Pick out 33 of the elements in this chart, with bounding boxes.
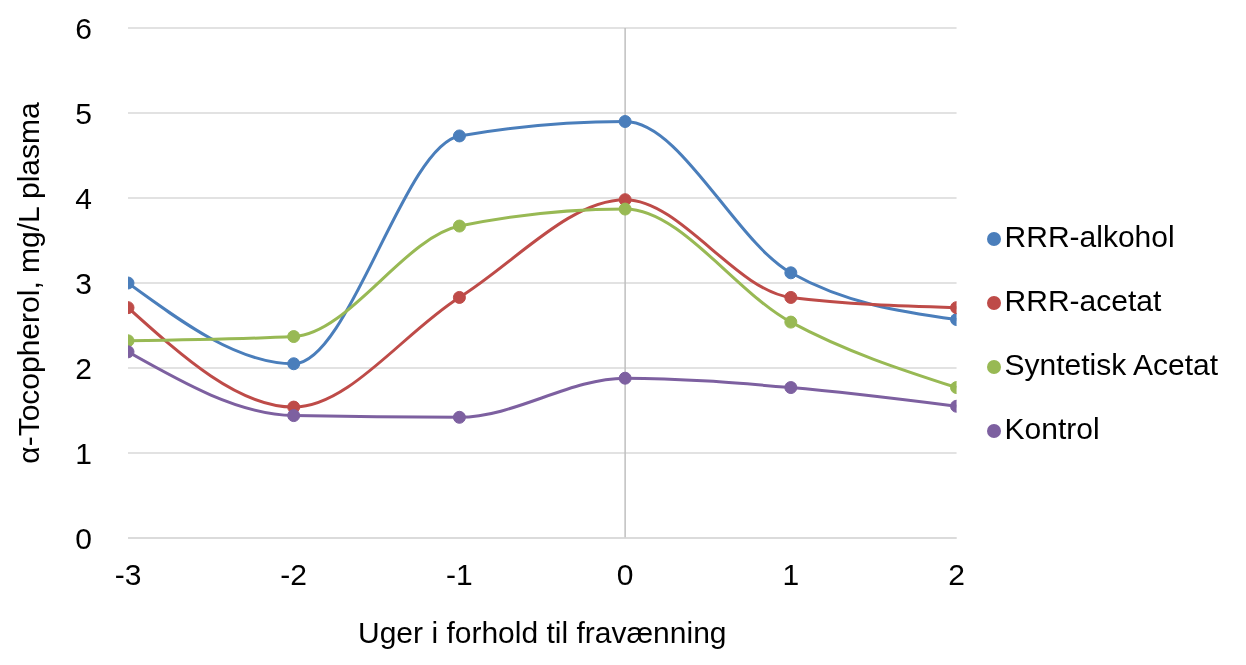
legend-label: RRR-acetat [1004, 284, 1162, 317]
x-tick-label: -1 [446, 558, 473, 592]
point [784, 290, 798, 304]
point [618, 371, 632, 385]
point [287, 357, 301, 371]
x-tick-label: 1 [782, 558, 800, 592]
y-axis-title: α-Tocopherol, mg/L plasma [11, 102, 45, 464]
point [452, 129, 466, 143]
x-tick-label: -2 [280, 558, 308, 592]
point [452, 219, 466, 233]
x-axis-title: Uger i forhold til fravænning [358, 616, 727, 649]
legend-label: Kontrol [1004, 412, 1100, 445]
point [784, 381, 798, 395]
y-tick-label: 0 [75, 521, 92, 555]
legend-label: Syntetisk Acetat [1004, 348, 1218, 381]
y-tick-label: 2 [75, 351, 92, 385]
legend-label: RRR-alkohol [1004, 220, 1175, 253]
point [452, 410, 466, 424]
y-tick-label: 3 [75, 266, 92, 300]
y-tick-label: 5 [75, 96, 92, 130]
y-tick-label: 4 [75, 181, 92, 215]
point [784, 315, 798, 329]
point [618, 202, 632, 216]
x-tick-label: -3 [114, 558, 142, 592]
y-tick-label: 1 [75, 436, 92, 470]
point [287, 409, 301, 423]
point [287, 330, 301, 344]
y-tick-label: 6 [75, 11, 92, 45]
x-tick-label: 2 [948, 558, 965, 592]
point [784, 266, 798, 280]
point [452, 290, 466, 304]
x-tick-label: 0 [616, 558, 634, 592]
point [618, 115, 632, 128]
